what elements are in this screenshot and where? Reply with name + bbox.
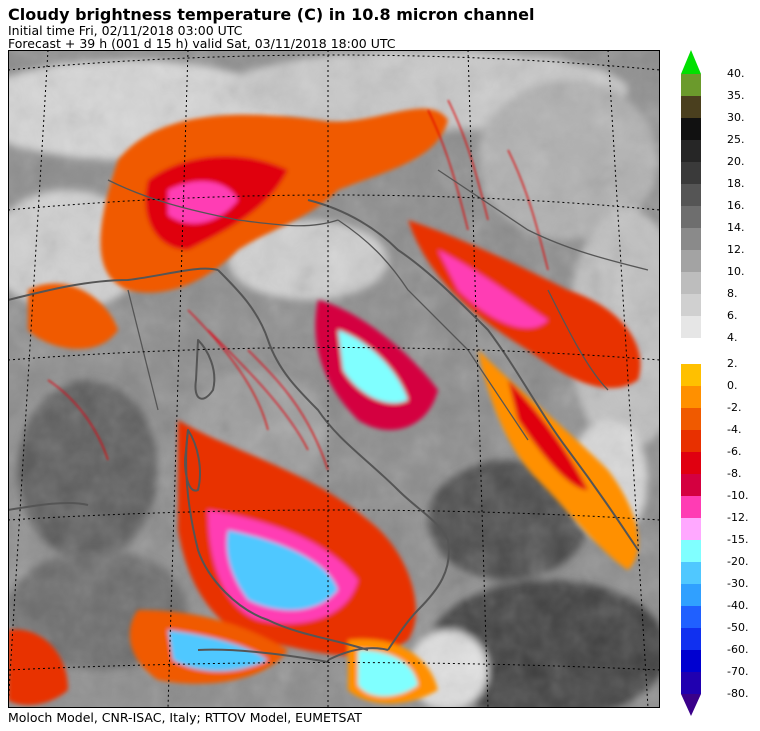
colorbar-tick-label: 10. [727, 265, 745, 278]
colorbar-bin [681, 562, 701, 584]
colorbar-tick-label: -70. [727, 665, 749, 678]
colorbar-tick-label: 35. [727, 89, 745, 102]
colorbar-bin [681, 228, 701, 250]
colorbar-bin [681, 96, 701, 118]
colorbar-tick-label: 4. [727, 331, 738, 344]
borders [107, 169, 649, 441]
model-credits: Moloch Model, CNR-ISAC, Italy; RTTOV Mod… [8, 710, 362, 725]
colorbar-tick-label: -40. [727, 599, 749, 612]
colorbar-bin [681, 386, 701, 408]
colorbar-bin [681, 540, 701, 562]
colorbar-tick-label: -8. [727, 467, 742, 480]
colorbar-bin [681, 316, 701, 338]
colorbar-tick-label: -15. [727, 533, 749, 546]
colorbar-bin [681, 606, 701, 628]
colorbar-tick-label: 25. [727, 133, 745, 146]
colorbar-arrow-bottom [681, 694, 701, 716]
colorbar-tick-label: 20. [727, 155, 745, 168]
colorbar-tick-label: -10. [727, 489, 749, 502]
colorbar-tick-label: -4. [727, 423, 742, 436]
colorbar-tick-label: 0. [727, 379, 738, 392]
colorbar-bin [681, 294, 701, 316]
colorbar-tick-label: 2. [727, 357, 738, 370]
colorbar-tick-label: 30. [727, 111, 745, 124]
colorbar-tick-label: 18. [727, 177, 745, 190]
map-title: Cloudy brightness temperature (C) in 10.… [8, 5, 535, 24]
colorbar-tick-label: 6. [727, 309, 738, 322]
colorbar-tick-label: 40. [727, 67, 745, 80]
temperature-colorbar [681, 50, 701, 716]
colorbar-bin [681, 430, 701, 452]
convective-streaks [47, 99, 549, 471]
colorbar-tick-label: 14. [727, 221, 745, 234]
colorbar-tick-label: 12. [727, 243, 745, 256]
initial-time-label: Initial time Fri, 02/11/2018 03:00 UTC [8, 23, 243, 38]
colorbar-tick-label: -30. [727, 577, 749, 590]
colorbar-bin [681, 74, 701, 96]
colorbar-bin [681, 184, 701, 206]
colorbar-bin [681, 250, 701, 272]
satellite-map [8, 50, 660, 708]
colorbar-tick-label: -20. [727, 555, 749, 568]
colorbar-tick-label: 8. [727, 287, 738, 300]
colorbar-tick-label: -50. [727, 621, 749, 634]
colorbar-bin [681, 364, 701, 386]
colorbar-tick-label: -12. [727, 511, 749, 524]
colorbar-tick-label: -6. [727, 445, 742, 458]
colorbar-bin [681, 496, 701, 518]
colorbar-tick-label: -2. [727, 401, 742, 414]
colorbar-bin [681, 628, 701, 650]
colorbar-bin [681, 118, 701, 140]
colorbar-bin [681, 672, 701, 694]
colorbar-bin [681, 518, 701, 540]
lat-lon-grid [8, 50, 660, 708]
colorbar-bin [681, 140, 701, 162]
colorbar-bin [681, 474, 701, 496]
colorbar-tick-label: 16. [727, 199, 745, 212]
colorbar-tick-label: -60. [727, 643, 749, 656]
colorbar-arrow-top [681, 50, 701, 74]
colorbar-bin [681, 272, 701, 294]
colorbar-tick-label: -80. [727, 687, 749, 700]
colorbar-bin [681, 162, 701, 184]
colorbar-bin [681, 584, 701, 606]
colorbar-bin [681, 206, 701, 228]
colorbar-bin [681, 408, 701, 430]
forecast-valid-label: Forecast + 39 h (001 d 15 h) valid Sat, … [8, 36, 396, 51]
coastlines [8, 199, 639, 663]
colorbar-bin [681, 650, 701, 672]
colorbar-bin [681, 452, 701, 474]
